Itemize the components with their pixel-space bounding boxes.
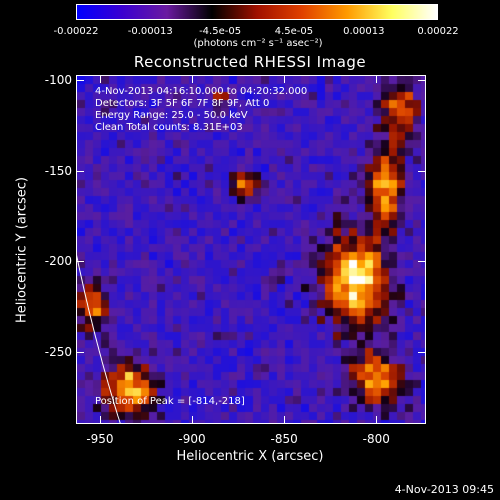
colorbar-units: (photons cm⁻² s⁻¹ asec⁻²) — [193, 38, 323, 49]
info-clean: Clean Total counts: 8.31E+03 — [95, 122, 243, 133]
x-tick-label: -850 — [270, 432, 298, 446]
timestamp: 4-Nov-2013 09:45 — [394, 483, 494, 496]
y-tick-mark — [76, 351, 84, 353]
rhessi-heatmap — [77, 76, 425, 423]
y-tick-mark — [418, 261, 426, 263]
x-axis-label: Heliocentric X (arcsec) — [176, 449, 324, 464]
x-tick-mark — [284, 75, 286, 83]
image-panel: 4-Nov-2013 04:16:10.000 to 04:20:32.000 … — [76, 75, 426, 424]
y-tick-label: -150 — [44, 163, 72, 178]
colorbar — [76, 4, 438, 20]
y-tick-label: -200 — [44, 254, 72, 269]
colorbar-tick-label: -0.00022 — [53, 26, 99, 37]
x-tick-mark — [99, 75, 101, 83]
x-tick-label: -950 — [86, 432, 114, 446]
x-tick-mark — [376, 416, 378, 424]
solar-limb-line — [77, 254, 121, 423]
y-tick-label: -250 — [44, 344, 72, 359]
y-axis-label: Heliocentric Y (arcsec) — [14, 177, 30, 323]
solar-limb-overlay — [77, 254, 121, 423]
info-energy: Energy Range: 25.0 - 50.0 keV — [95, 110, 248, 121]
y-tick-mark — [418, 170, 426, 172]
y-tick-mark — [76, 261, 84, 263]
x-tick-mark — [192, 416, 194, 424]
colorbar-tick-label: 4.5e-05 — [274, 26, 314, 37]
colorbar-tick-label: 0.00022 — [417, 26, 459, 37]
x-tick-label: -800 — [362, 432, 390, 446]
x-tick-mark — [376, 75, 378, 83]
info-detectors: Detectors: 3F 5F 6F 7F 8F 9F, Att 0 — [95, 98, 270, 109]
x-tick-mark — [99, 416, 101, 424]
peak-position-label: Position of Peak = [-814,-218] — [95, 396, 245, 407]
y-tick-mark — [418, 80, 426, 82]
colorbar-tick-label: -4.5e-05 — [199, 26, 242, 37]
plot-title: Reconstructed RHESSI Image — [133, 53, 367, 71]
x-tick-mark — [192, 75, 194, 83]
x-tick-label: -900 — [178, 432, 206, 446]
y-tick-mark — [76, 80, 84, 82]
info-time: 4-Nov-2013 04:16:10.000 to 04:20:32.000 — [95, 86, 308, 97]
colorbar-tick-label: 0.00013 — [343, 26, 385, 37]
y-tick-mark — [418, 351, 426, 353]
y-tick-label: -100 — [44, 73, 72, 88]
y-tick-mark — [76, 170, 84, 172]
colorbar-tick-label: -0.00013 — [127, 26, 173, 37]
x-tick-mark — [284, 416, 286, 424]
